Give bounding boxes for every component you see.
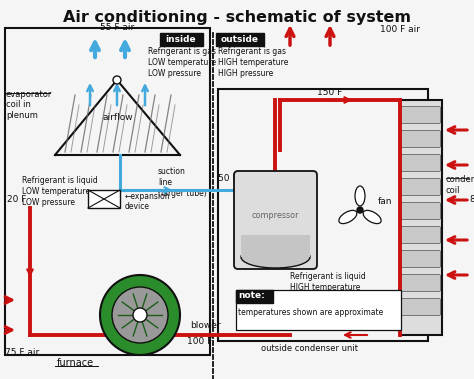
FancyBboxPatch shape [401,251,440,268]
Circle shape [357,207,363,213]
FancyBboxPatch shape [401,227,440,243]
Bar [88,190,120,208]
Text: 50 F: 50 F [218,174,238,183]
Text: furnace: furnace [56,358,93,368]
Text: Refrigerant is gas
LOW temperature
LOW pressure: Refrigerant is gas LOW temperature LOW p… [148,47,216,78]
Text: outside: outside [221,34,259,44]
Text: Air conditioning - schematic of system: Air conditioning - schematic of system [63,10,411,25]
Text: 85 F air: 85 F air [470,196,474,205]
Text: Refrigerant is liquid
HIGH temperature
HIGH pressure: Refrigerant is liquid HIGH temperature H… [290,272,366,303]
Text: condensing
coil: condensing coil [446,175,474,195]
Circle shape [112,287,168,343]
Bar [400,100,442,335]
FancyBboxPatch shape [401,202,440,219]
Circle shape [100,275,180,355]
Text: ←expansion
device: ←expansion device [125,192,171,211]
Text: note:: note: [238,291,265,301]
Text: compressor: compressor [252,210,299,219]
Circle shape [113,76,121,84]
Text: temperatures shown are approximate: temperatures shown are approximate [238,308,383,317]
Text: suction
line
(larger tube): suction line (larger tube) [158,167,207,198]
FancyBboxPatch shape [401,130,440,147]
FancyBboxPatch shape [401,155,440,172]
Text: 55 F air: 55 F air [100,23,134,32]
Bar [5,28,210,355]
Text: 150 F: 150 F [318,88,343,97]
Text: airflow: airflow [103,113,133,122]
Bar [236,290,273,303]
Text: outside condenser unit: outside condenser unit [262,344,358,353]
FancyBboxPatch shape [401,274,440,291]
Text: 100 F air: 100 F air [380,25,420,34]
Text: fan: fan [378,197,392,207]
Bar [216,33,264,46]
Bar [241,235,310,257]
Text: 20 F: 20 F [7,196,27,205]
Text: 75 F air: 75 F air [5,348,39,357]
Ellipse shape [241,246,310,268]
Bar [160,33,203,46]
Circle shape [133,308,147,322]
FancyBboxPatch shape [234,171,317,269]
FancyBboxPatch shape [401,299,440,315]
FancyBboxPatch shape [401,106,440,124]
Bar [218,89,428,341]
Text: 100 F: 100 F [187,337,212,346]
Text: evaporator
coil in
plenum: evaporator coil in plenum [6,90,52,120]
Text: Refrigerant is liquid
LOW temperature
LOW pressure: Refrigerant is liquid LOW temperature LO… [22,176,98,207]
Ellipse shape [363,210,381,224]
Bar [400,100,442,335]
Ellipse shape [355,186,365,206]
Text: blower: blower [190,321,220,329]
Bar [236,290,401,330]
Ellipse shape [339,210,357,224]
Text: inside: inside [166,34,196,44]
Text: Refrigerant is gas
HIGH temperature
HIGH pressure: Refrigerant is gas HIGH temperature HIGH… [218,47,288,78]
FancyBboxPatch shape [401,179,440,196]
